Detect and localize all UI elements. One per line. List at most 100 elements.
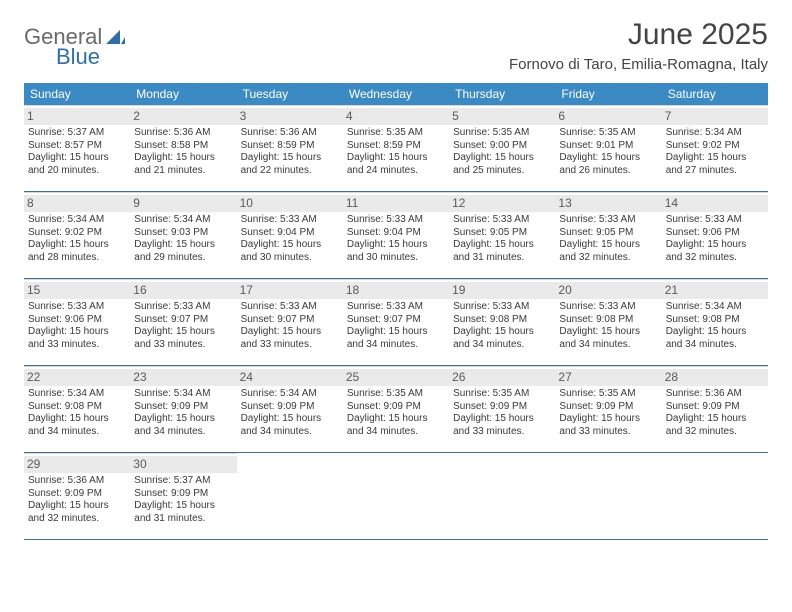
sunset-text: Sunset: 9:08 PM — [28, 401, 126, 414]
day-number: 10 — [237, 195, 343, 212]
daylight-text: Daylight: 15 hours and 32 minutes. — [666, 413, 764, 438]
daylight-text: Daylight: 15 hours and 31 minutes. — [134, 500, 232, 525]
daylight-text: Daylight: 15 hours and 29 minutes. — [134, 239, 232, 264]
sunset-text: Sunset: 8:59 PM — [347, 140, 445, 153]
week-row: 15Sunrise: 5:33 AMSunset: 9:06 PMDayligh… — [24, 279, 768, 366]
sunrise-text: Sunrise: 5:33 AM — [559, 301, 657, 314]
sunset-text: Sunset: 9:08 PM — [453, 314, 551, 327]
sunset-text: Sunset: 9:03 PM — [134, 227, 232, 240]
sunset-text: Sunset: 9:04 PM — [241, 227, 339, 240]
day-number: 23 — [130, 369, 236, 386]
sunrise-text: Sunrise: 5:33 AM — [453, 301, 551, 314]
day-number: 5 — [449, 108, 555, 125]
sunset-text: Sunset: 8:57 PM — [28, 140, 126, 153]
week-row: 8Sunrise: 5:34 AMSunset: 9:02 PMDaylight… — [24, 192, 768, 279]
day-cell: 11 Sunrise: 5:33 AMSunset: 9:04 PMDayligh… — [343, 192, 449, 278]
daylight-text: Daylight: 15 hours and 21 minutes. — [134, 152, 232, 177]
sunset-text: Sunset: 9:09 PM — [666, 401, 764, 414]
daylight-text: Daylight: 15 hours and 34 minutes. — [28, 413, 126, 438]
sunset-text: Sunset: 9:05 PM — [559, 227, 657, 240]
sunrise-text: Sunrise: 5:35 AM — [453, 127, 551, 140]
sunset-text: Sunset: 8:58 PM — [134, 140, 232, 153]
dow-thursday: Thursday — [449, 83, 555, 105]
daylight-text: Daylight: 15 hours and 34 minutes. — [559, 326, 657, 351]
sunset-text: Sunset: 9:09 PM — [453, 401, 551, 414]
sunrise-text: Sunrise: 5:34 AM — [666, 127, 764, 140]
day-number: 24 — [237, 369, 343, 386]
day-cell-empty — [237, 453, 343, 539]
sunset-text: Sunset: 9:09 PM — [28, 488, 126, 501]
day-number: 27 — [555, 369, 661, 386]
sunrise-text: Sunrise: 5:36 AM — [134, 127, 232, 140]
day-number: 2 — [130, 108, 236, 125]
day-number: 26 — [449, 369, 555, 386]
sunrise-text: Sunrise: 5:35 AM — [559, 388, 657, 401]
sunrise-text: Sunrise: 5:36 AM — [241, 127, 339, 140]
sunset-text: Sunset: 9:06 PM — [28, 314, 126, 327]
daylight-text: Daylight: 15 hours and 33 minutes. — [28, 326, 126, 351]
day-number: 21 — [662, 282, 768, 299]
sunrise-text: Sunrise: 5:34 AM — [666, 301, 764, 314]
day-number: 25 — [343, 369, 449, 386]
day-cell: 1Sunrise: 5:37 AMSunset: 8:57 PMDaylight… — [24, 105, 130, 191]
dow-header-row: Sunday Monday Tuesday Wednesday Thursday… — [24, 83, 768, 105]
day-cell: 9Sunrise: 5:34 AMSunset: 9:03 PMDaylight… — [130, 192, 236, 278]
daylight-text: Daylight: 15 hours and 27 minutes. — [666, 152, 764, 177]
daylight-text: Daylight: 15 hours and 26 minutes. — [559, 152, 657, 177]
day-cell: 14Sunrise: 5:33 AMSunset: 9:06 PMDayligh… — [662, 192, 768, 278]
logo-sail-icon — [106, 28, 126, 46]
sunrise-text: Sunrise: 5:33 AM — [241, 301, 339, 314]
day-number: 29 — [24, 456, 130, 473]
sunset-text: Sunset: 9:02 PM — [666, 140, 764, 153]
sunrise-text: Sunrise: 5:36 AM — [666, 388, 764, 401]
day-cell: 23Sunrise: 5:34 AMSunset: 9:09 PMDayligh… — [130, 366, 236, 452]
sunrise-text: Sunrise: 5:37 AM — [134, 475, 232, 488]
day-number: 30 — [130, 456, 236, 473]
sunrise-text: Sunrise: 5:37 AM — [28, 127, 126, 140]
sunset-text: Sunset: 9:06 PM — [666, 227, 764, 240]
sunset-text: Sunset: 9:09 PM — [347, 401, 445, 414]
day-cell: 8Sunrise: 5:34 AMSunset: 9:02 PMDaylight… — [24, 192, 130, 278]
daylight-text: Daylight: 15 hours and 34 minutes. — [453, 326, 551, 351]
daylight-text: Daylight: 15 hours and 32 minutes. — [666, 239, 764, 264]
day-cell: 27Sunrise: 5:35 AMSunset: 9:09 PMDayligh… — [555, 366, 661, 452]
day-cell-empty — [555, 453, 661, 539]
sunrise-text: Sunrise: 5:36 AM — [28, 475, 126, 488]
day-cell: 10Sunrise: 5:33 AMSunset: 9:04 PMDayligh… — [237, 192, 343, 278]
day-number: 1 — [24, 108, 130, 125]
sunrise-text: Sunrise: 5:35 AM — [453, 388, 551, 401]
daylight-text: Daylight: 15 hours and 34 minutes. — [241, 413, 339, 438]
day-cell: 22Sunrise: 5:34 AMSunset: 9:08 PMDayligh… — [24, 366, 130, 452]
day-cell: 16Sunrise: 5:33 AMSunset: 9:07 PMDayligh… — [130, 279, 236, 365]
dow-tuesday: Tuesday — [237, 83, 343, 105]
daylight-text: Daylight: 15 hours and 33 minutes. — [241, 326, 339, 351]
week-row: 29Sunrise: 5:36 AMSunset: 9:09 PMDayligh… — [24, 453, 768, 540]
day-number: 20 — [555, 282, 661, 299]
sunset-text: Sunset: 9:04 PM — [347, 227, 445, 240]
week-row: 1 Sunrise: 5:37 AMSunset: 8:57 PM Daylight… — [24, 105, 768, 192]
day-number: 8 — [24, 195, 130, 212]
day-number: 11 — [343, 195, 449, 212]
day-number: 14 — [662, 195, 768, 212]
logo-text-2: Blue — [56, 44, 100, 70]
dow-saturday: Saturday — [662, 83, 768, 105]
dow-sunday: Sunday — [24, 83, 130, 105]
logo: General Blue — [24, 18, 126, 50]
sunset-text: Sunset: 9:09 PM — [134, 401, 232, 414]
daylight-text: Daylight: 15 hours and 30 minutes. — [347, 239, 445, 264]
sunrise-text: Sunrise: 5:33 AM — [28, 301, 126, 314]
day-number: 18 — [343, 282, 449, 299]
day-number: 9 — [130, 195, 236, 212]
day-cell-empty — [449, 453, 555, 539]
daylight-text: Daylight: 15 hours and 32 minutes. — [28, 500, 126, 525]
dow-monday: Monday — [130, 83, 236, 105]
day-number: 12 — [449, 195, 555, 212]
calendar: Sunday Monday Tuesday Wednesday Thursday… — [24, 83, 768, 540]
sunrise-text: Sunrise: 5:33 AM — [347, 301, 445, 314]
sunset-text: Sunset: 9:01 PM — [559, 140, 657, 153]
day-number: 3 — [237, 108, 343, 125]
day-cell: 15Sunrise: 5:33 AMSunset: 9:06 PMDayligh… — [24, 279, 130, 365]
sunrise-text: Sunrise: 5:33 AM — [347, 214, 445, 227]
day-cell: 25Sunrise: 5:35 AMSunset: 9:09 PMDayligh… — [343, 366, 449, 452]
daylight-text: Daylight: 15 hours and 33 minutes. — [134, 326, 232, 351]
